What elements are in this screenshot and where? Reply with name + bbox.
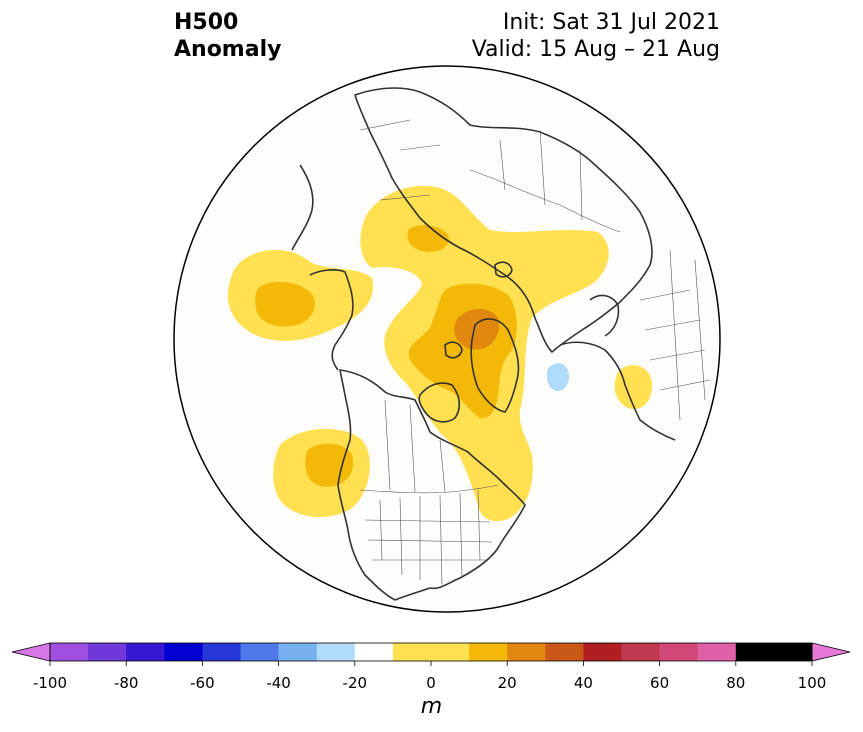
border-russia: [469, 129, 621, 233]
init-date: Init: Sat 31 Jul 2021: [502, 10, 720, 35]
border-us-states: [364, 489, 493, 586]
anomaly-northeast-pacific-core: [305, 443, 354, 487]
colorbar-bin: [392, 643, 470, 661]
colorbar-tick-label: 0: [426, 674, 436, 690]
coast-greenland: [470, 318, 520, 413]
coast-alaska: [309, 269, 354, 371]
valid-range: Valid: 15 Aug – 21 Aug: [471, 37, 720, 62]
colorbar-bin: [126, 643, 165, 661]
political-borders: [359, 119, 711, 586]
coast-north-america: [337, 369, 526, 601]
coastlines: [291, 87, 676, 601]
colorbar-bin: [735, 643, 775, 661]
coast-hudson-bay: [418, 382, 461, 423]
coast-east-asia: [291, 164, 314, 251]
coast-eurasia: [354, 87, 653, 353]
anomaly-fill-layer: [227, 185, 653, 522]
colorbar: -100 -80 -60 -40 -20 0 20 40 60 80 100: [11, 642, 851, 690]
border-europe: [639, 249, 711, 421]
colorbar-bin: [88, 643, 127, 661]
anomaly-siberia-core: [407, 225, 449, 252]
colorbar-bin: [202, 643, 241, 661]
colorbar-bin: [278, 643, 318, 661]
anomaly-north-pacific-core: [255, 281, 315, 327]
map-boundary: [173, 65, 721, 613]
colorbar-tick-label: -100: [33, 674, 67, 690]
map-title: H500 Anomaly: [174, 9, 281, 63]
colorbar-bin: [545, 643, 584, 661]
colorbar-tick-label: 60: [650, 674, 669, 690]
anomaly-central-asia: [614, 365, 653, 410]
colorbar-tick-label: -20: [343, 674, 368, 690]
polar-map: [173, 65, 721, 613]
colorbar-bin: [240, 643, 280, 661]
colorbar-bin: [507, 643, 546, 661]
colorbar-bin: [50, 643, 89, 661]
coast-scandinavia: [589, 294, 620, 337]
colorbar-bin: [164, 643, 203, 661]
colorbar-tick-label: -80: [114, 674, 139, 690]
colorbar-tick-label: -60: [190, 674, 215, 690]
anomaly-eastern-europe: [546, 363, 570, 392]
colorbar-bin: [773, 643, 813, 661]
colorbar-tick-label: 100: [798, 674, 827, 690]
border-canada-provinces: [384, 399, 446, 493]
coast-europe: [559, 341, 676, 441]
colorbar-unit: m: [420, 694, 443, 719]
border-asia: [359, 119, 441, 201]
title-line-2: Anomaly: [174, 37, 282, 62]
colorbar-bin: [354, 643, 394, 661]
border-us-canada: [359, 484, 499, 494]
colorbar-bin: [659, 643, 699, 661]
colorbar-bins: [50, 643, 813, 661]
colorbar-tick-label: 40: [574, 674, 593, 690]
colorbar-tick-label: -40: [266, 674, 291, 690]
forecast-dates: Init: Sat 31 Jul 2021 Valid: 15 Aug – 21…: [472, 9, 720, 63]
colorbar-ticks: -100 -80 -60 -40 -20 0 20 40 60 80 100: [33, 661, 826, 690]
title-line-1: H500: [174, 10, 239, 35]
coast-arctic-islands: [444, 261, 513, 359]
anomaly-neg-10-20: [546, 363, 570, 392]
colorbar-bin: [583, 643, 622, 661]
colorbar-bin: [621, 643, 661, 661]
colorbar-under-triangle: [11, 642, 51, 662]
colorbar-over-triangle: [811, 642, 851, 662]
colorbar-tick-label: 80: [726, 674, 745, 690]
colorbar-tick-label: 20: [498, 674, 517, 690]
colorbar-bin: [316, 643, 356, 661]
colorbar-bin: [697, 643, 737, 661]
colorbar-bin: [469, 643, 508, 661]
